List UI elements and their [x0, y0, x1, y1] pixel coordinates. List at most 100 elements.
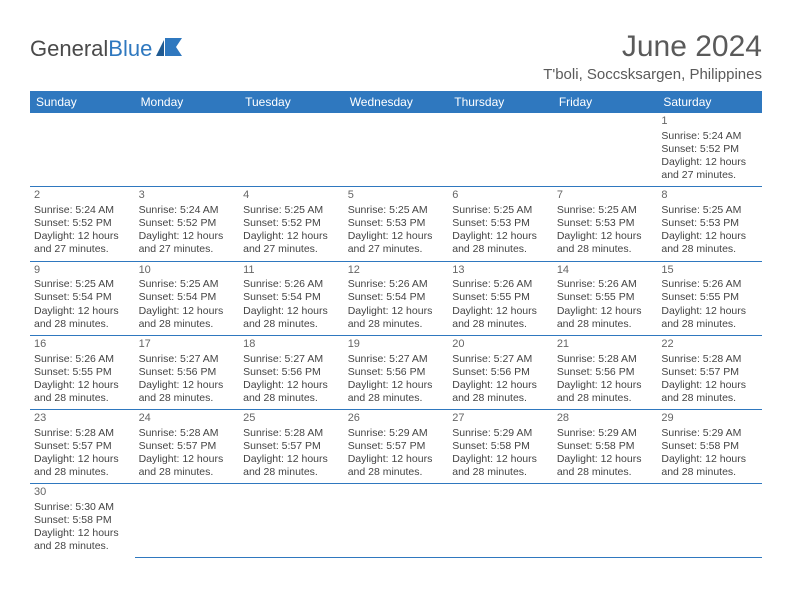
calendar-empty	[30, 113, 135, 187]
day-number: 7	[557, 189, 654, 203]
calendar-day: 5Sunrise: 5:25 AMSunset: 5:53 PMDaylight…	[344, 187, 449, 261]
daylight-text: and 28 minutes.	[139, 318, 236, 331]
daylight-text: and 28 minutes.	[661, 318, 758, 331]
sunrise-text: Sunrise: 5:30 AM	[34, 501, 131, 514]
day-number: 5	[348, 189, 445, 203]
sunset-text: Sunset: 5:56 PM	[557, 366, 654, 379]
sunset-text: Sunset: 5:55 PM	[34, 366, 131, 379]
daylight-text: Daylight: 12 hours	[243, 230, 340, 243]
weekday-header: Tuesday	[239, 91, 344, 113]
day-number: 29	[661, 412, 758, 426]
calendar-day: 27Sunrise: 5:29 AMSunset: 5:58 PMDayligh…	[448, 410, 553, 484]
calendar-page: GeneralBlue June 2024 T'boli, Soccsksarg…	[0, 0, 792, 578]
daylight-text: Daylight: 12 hours	[348, 453, 445, 466]
daylight-text: Daylight: 12 hours	[661, 230, 758, 243]
sunrise-text: Sunrise: 5:26 AM	[348, 278, 445, 291]
daylight-text: Daylight: 12 hours	[661, 156, 758, 169]
flag-icon	[156, 36, 182, 62]
daylight-text: Daylight: 12 hours	[557, 305, 654, 318]
calendar-day: 2Sunrise: 5:24 AMSunset: 5:52 PMDaylight…	[30, 187, 135, 261]
sunset-text: Sunset: 5:52 PM	[139, 217, 236, 230]
sunset-text: Sunset: 5:52 PM	[243, 217, 340, 230]
day-number: 14	[557, 264, 654, 278]
day-number: 12	[348, 264, 445, 278]
daylight-text: Daylight: 12 hours	[661, 453, 758, 466]
daylight-text: and 27 minutes.	[661, 169, 758, 182]
daylight-text: and 28 minutes.	[557, 318, 654, 331]
daylight-text: Daylight: 12 hours	[452, 230, 549, 243]
daylight-text: and 28 minutes.	[139, 392, 236, 405]
daylight-text: and 28 minutes.	[34, 392, 131, 405]
sunset-text: Sunset: 5:58 PM	[557, 440, 654, 453]
calendar-empty	[553, 113, 658, 187]
daylight-text: Daylight: 12 hours	[661, 305, 758, 318]
weekday-header: Saturday	[657, 91, 762, 113]
daylight-text: Daylight: 12 hours	[34, 453, 131, 466]
sunrise-text: Sunrise: 5:27 AM	[243, 353, 340, 366]
day-number: 4	[243, 189, 340, 203]
day-number: 24	[139, 412, 236, 426]
calendar-day: 25Sunrise: 5:28 AMSunset: 5:57 PMDayligh…	[239, 410, 344, 484]
sunrise-text: Sunrise: 5:25 AM	[452, 204, 549, 217]
sunrise-text: Sunrise: 5:29 AM	[452, 427, 549, 440]
sunset-text: Sunset: 5:58 PM	[661, 440, 758, 453]
daylight-text: Daylight: 12 hours	[139, 379, 236, 392]
calendar-week: 23Sunrise: 5:28 AMSunset: 5:57 PMDayligh…	[30, 410, 762, 484]
sunset-text: Sunset: 5:57 PM	[243, 440, 340, 453]
day-number: 10	[139, 264, 236, 278]
calendar-head: SundayMondayTuesdayWednesdayThursdayFrid…	[30, 91, 762, 113]
day-number: 15	[661, 264, 758, 278]
calendar-empty	[344, 113, 449, 187]
daylight-text: and 28 minutes.	[452, 466, 549, 479]
sunrise-text: Sunrise: 5:26 AM	[661, 278, 758, 291]
daylight-text: Daylight: 12 hours	[34, 379, 131, 392]
sunrise-text: Sunrise: 5:25 AM	[243, 204, 340, 217]
sunset-text: Sunset: 5:53 PM	[557, 217, 654, 230]
daylight-text: Daylight: 12 hours	[452, 379, 549, 392]
sunset-text: Sunset: 5:56 PM	[452, 366, 549, 379]
sunset-text: Sunset: 5:55 PM	[452, 291, 549, 304]
calendar-week: 2Sunrise: 5:24 AMSunset: 5:52 PMDaylight…	[30, 187, 762, 261]
day-number: 22	[661, 338, 758, 352]
sunset-text: Sunset: 5:54 PM	[34, 291, 131, 304]
daylight-text: and 28 minutes.	[348, 318, 445, 331]
daylight-text: Daylight: 12 hours	[348, 230, 445, 243]
day-number: 13	[452, 264, 549, 278]
sunrise-text: Sunrise: 5:24 AM	[34, 204, 131, 217]
sunset-text: Sunset: 5:57 PM	[34, 440, 131, 453]
daylight-text: Daylight: 12 hours	[139, 305, 236, 318]
calendar-day: 19Sunrise: 5:27 AMSunset: 5:56 PMDayligh…	[344, 335, 449, 409]
calendar-day: 14Sunrise: 5:26 AMSunset: 5:55 PMDayligh…	[553, 261, 658, 335]
sunrise-text: Sunrise: 5:26 AM	[452, 278, 549, 291]
calendar-empty	[239, 484, 344, 558]
calendar-week: 1Sunrise: 5:24 AMSunset: 5:52 PMDaylight…	[30, 113, 762, 187]
sunrise-text: Sunrise: 5:26 AM	[243, 278, 340, 291]
sunset-text: Sunset: 5:53 PM	[452, 217, 549, 230]
calendar-day: 16Sunrise: 5:26 AMSunset: 5:55 PMDayligh…	[30, 335, 135, 409]
sunrise-text: Sunrise: 5:28 AM	[243, 427, 340, 440]
sunset-text: Sunset: 5:58 PM	[34, 514, 131, 527]
daylight-text: Daylight: 12 hours	[661, 379, 758, 392]
daylight-text: and 28 minutes.	[139, 466, 236, 479]
sunrise-text: Sunrise: 5:29 AM	[557, 427, 654, 440]
calendar-day: 8Sunrise: 5:25 AMSunset: 5:53 PMDaylight…	[657, 187, 762, 261]
sunset-text: Sunset: 5:55 PM	[557, 291, 654, 304]
sunset-text: Sunset: 5:56 PM	[243, 366, 340, 379]
sunrise-text: Sunrise: 5:28 AM	[34, 427, 131, 440]
calendar-day: 26Sunrise: 5:29 AMSunset: 5:57 PMDayligh…	[344, 410, 449, 484]
daylight-text: and 27 minutes.	[243, 243, 340, 256]
calendar-day: 9Sunrise: 5:25 AMSunset: 5:54 PMDaylight…	[30, 261, 135, 335]
daylight-text: Daylight: 12 hours	[243, 305, 340, 318]
sunrise-text: Sunrise: 5:29 AM	[661, 427, 758, 440]
calendar-day: 11Sunrise: 5:26 AMSunset: 5:54 PMDayligh…	[239, 261, 344, 335]
daylight-text: and 28 minutes.	[243, 318, 340, 331]
daylight-text: Daylight: 12 hours	[557, 230, 654, 243]
daylight-text: and 28 minutes.	[661, 243, 758, 256]
calendar-day: 23Sunrise: 5:28 AMSunset: 5:57 PMDayligh…	[30, 410, 135, 484]
calendar-day: 28Sunrise: 5:29 AMSunset: 5:58 PMDayligh…	[553, 410, 658, 484]
daylight-text: Daylight: 12 hours	[139, 230, 236, 243]
calendar-day: 6Sunrise: 5:25 AMSunset: 5:53 PMDaylight…	[448, 187, 553, 261]
sunset-text: Sunset: 5:56 PM	[348, 366, 445, 379]
calendar-day: 7Sunrise: 5:25 AMSunset: 5:53 PMDaylight…	[553, 187, 658, 261]
calendar-day: 18Sunrise: 5:27 AMSunset: 5:56 PMDayligh…	[239, 335, 344, 409]
